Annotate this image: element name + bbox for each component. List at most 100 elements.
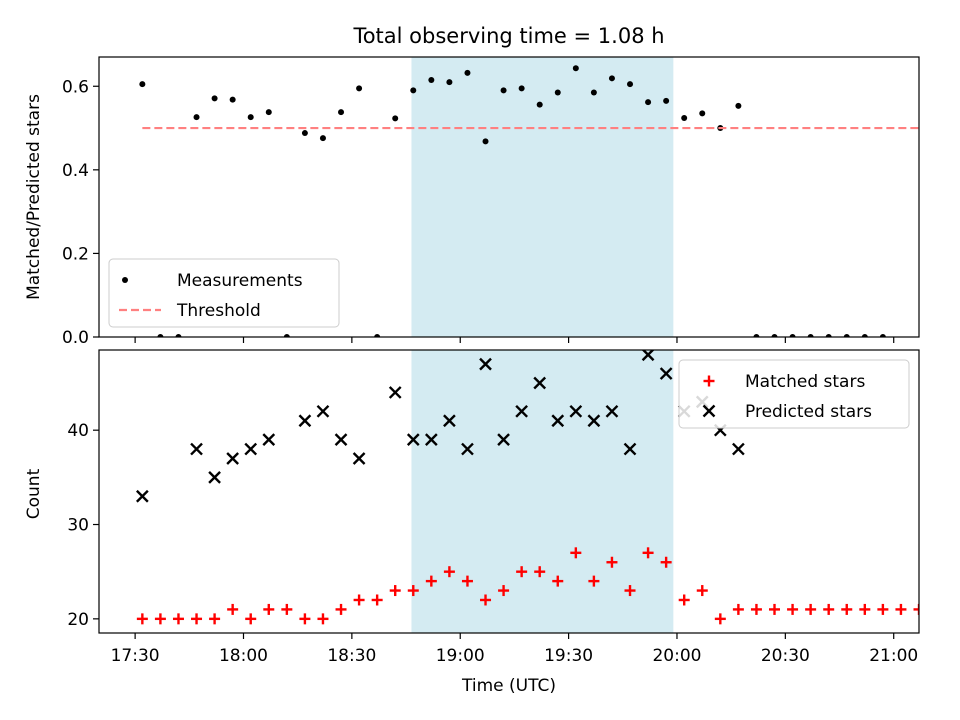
predicted-star-point [406,433,420,446]
matched-star-point [335,603,347,615]
predicted-star-point [424,433,438,446]
matched-star-point [895,603,907,615]
measurement-point [627,81,634,88]
chart-title: Total observing time = 1.08 h [352,24,664,48]
x-tick-label: 18:30 [327,646,376,666]
predicted-star-point [732,442,745,456]
measurement-point [157,334,164,337]
matched-star-point [281,603,293,615]
predicted-star-point [135,489,149,503]
matched-star-point [425,575,437,587]
predicted-star-point [569,404,583,418]
legend-label-matched: Matched stars [745,372,865,392]
measurement-point [139,81,146,88]
matched-star-point [191,613,203,625]
matched-star-point [678,594,690,606]
matched-star-point [353,594,365,606]
y-tick-label: 0.6 [62,77,89,97]
top-y-axis-label: Matched/Predicted stars [24,94,44,300]
x-tick-label: 19:30 [544,646,593,666]
matched-star-point [299,613,311,625]
legend-label-measurements: Measurements [177,271,303,291]
measurement-point [861,334,868,337]
measurement-point [428,76,435,83]
measurement-point [283,334,290,337]
measurement-point [518,85,525,92]
legend: Matched stars Predicted stars [678,359,910,429]
y-tick-label: 30 [67,516,89,536]
measurement-point [536,101,543,108]
measurement-point [843,334,850,337]
predicted-star-point [334,433,348,446]
legend: Measurements Threshold [108,258,340,328]
legend-marker-measurements [122,277,128,283]
predicted-star-point [479,357,492,371]
measurement-point [374,334,381,337]
legend-label-predicted: Predicted stars [745,402,872,422]
measurement-point [753,334,760,337]
measurement-point [265,109,272,116]
matched-star-point [660,556,672,568]
axes-frame [98,349,920,634]
matched-star-point [696,585,708,597]
matched-star-point [389,585,401,597]
legend-box [108,258,340,328]
predicted-star-point [533,376,547,390]
matched-star-point [823,603,835,615]
predicted-star-point [226,452,240,465]
matched-star-point [859,603,871,615]
measurement-point [789,334,796,337]
predicted-star-point [587,414,601,428]
predicted-star-point [623,442,637,456]
matched-star-point [877,603,889,615]
matched-star-point [769,603,781,615]
matched-star-point [552,575,564,587]
measurement-point [464,69,471,76]
matched-star-point [841,603,853,615]
measurement-point [608,75,615,82]
plot-area [139,57,919,337]
x-tick-label: 21:00 [869,646,918,666]
measurement-point [572,65,579,72]
matched-star-point [317,613,329,625]
matched-star-point [950,604,960,615]
measurement-point [229,96,236,103]
predicted-star-point [659,367,673,380]
predicted-star-point [208,471,221,484]
matched-star-point [913,603,919,615]
matched-star-point [443,566,455,578]
matched-star-point [588,575,600,587]
measurement-point [446,79,453,86]
matched-star-point [371,594,383,606]
measurement-point [699,110,706,117]
matched-star-point [642,547,654,559]
bottom-panel: 20 30 40 17:30 18:00 18:30 19:00 19:30 20:00 20:3… [67,349,960,666]
matched-star-point [227,603,239,615]
measurement-point [211,95,218,102]
highlight-span [411,57,674,337]
x-tick-label: 20:30 [761,646,810,666]
measurement-point [338,109,345,116]
matched-star-point [461,575,473,587]
matched-star-point [570,547,582,559]
measurement-point [663,97,670,104]
x-tick-label: 19:00 [436,646,485,666]
legend-marker-predicted [702,404,716,418]
matched-star-point [805,603,817,615]
top-panel: 0.0 0.2 0.4 0.6 Measurements Threshold [62,56,920,348]
measurement-point [247,114,254,121]
matched-star-point [516,566,528,578]
predicted-star-point [443,414,456,428]
x-axis-label: Time (UTC) [461,676,556,696]
measurement-point [175,334,182,337]
axes-frame [98,56,920,338]
matched-star-point [750,603,762,615]
measurement-point [193,114,200,121]
predicted-star-point [262,433,276,446]
x-tick-label: 20:00 [652,646,701,666]
measurement-point [807,334,814,337]
matched-star-point [714,613,726,625]
matched-star-point [407,585,419,597]
predicted-star-point [641,350,655,362]
